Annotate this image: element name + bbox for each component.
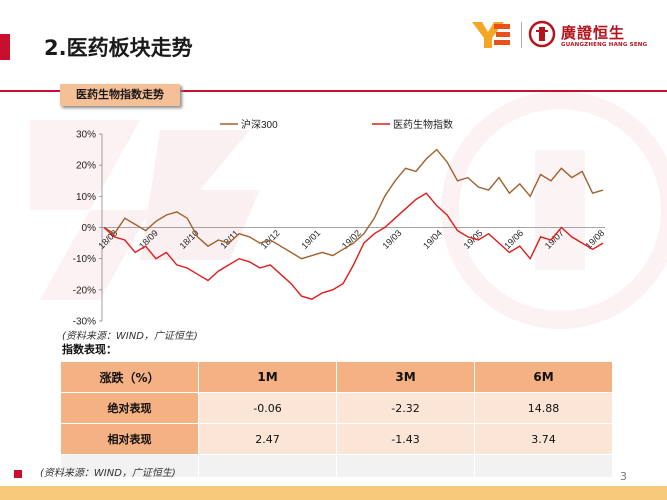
table-cell: -0.06	[198, 392, 337, 424]
performance-table: 涨跌（%） 1M 3M 6M 绝对表现 -0.06 -2.32 14.88 相对…	[60, 361, 613, 478]
table-header-cell: 涨跌（%）	[60, 361, 199, 393]
table-blank-row	[60, 454, 613, 478]
line-chart: 30%20%10%0%-10%-20%-30%18/08 18/09 18/10 18…	[73, 118, 607, 328]
company-logo: 廣證恒生 GUANGZHENG HANG SENG	[472, 20, 667, 56]
table-cell: 14.88	[474, 392, 613, 424]
table-blank-cell	[336, 454, 475, 478]
page-title: 2.医药板块走势	[44, 36, 193, 60]
y-tick-label: 20%	[76, 161, 96, 172]
source-note: (资料来源：WIND，广证恒生)	[62, 331, 198, 342]
table-header-cell: 3M	[336, 361, 475, 393]
page-number: 3	[620, 470, 627, 483]
x-tick-label: 18/10	[178, 228, 201, 251]
title-bar: 2.医药板块走势	[0, 28, 667, 92]
x-tick-label: 19/06	[502, 228, 525, 251]
table-row: 绝对表现 -0.06 -2.32 14.88	[60, 392, 613, 424]
table-row: 相对表现 2.47 -1.43 3.74	[60, 423, 613, 455]
series-line-0	[103, 148, 604, 260]
table-blank-cell	[198, 454, 337, 478]
title-accent	[0, 34, 10, 60]
table-header-row: 涨跌（%） 1M 3M 6M	[60, 361, 613, 393]
seal-logo-icon	[528, 20, 556, 48]
x-tick-label: 18/09	[137, 228, 160, 251]
y-tick-label: -20%	[73, 285, 96, 296]
x-tick-label: 19/02	[340, 228, 363, 251]
x-tick-label: 19/03	[380, 228, 403, 251]
table-cell: 2.47	[198, 423, 337, 455]
legend-label-1: 医药生物指数	[393, 118, 453, 131]
x-tick-label: 19/01	[299, 228, 322, 251]
table-row-label: 相对表现	[60, 423, 199, 455]
y-tick-label: 30%	[76, 130, 96, 141]
ye-logo-icon	[472, 22, 510, 48]
footer-marker	[14, 470, 22, 478]
table-cell: -1.43	[336, 423, 475, 455]
y-tick-label: -30%	[73, 317, 96, 328]
x-tick-label: 18/11	[218, 228, 241, 251]
performance-label: 指数表现：	[62, 343, 117, 356]
y-tick-label: -10%	[73, 254, 96, 265]
logo-english-text: GUANGZHENG HANG SENG	[561, 42, 648, 48]
table-blank-cell	[474, 454, 613, 478]
table-row-label: 绝对表现	[60, 392, 199, 424]
source-note-bottom: (资料来源：WIND，广证恒生)	[40, 468, 176, 479]
section-label: 医药生物指数走势	[60, 84, 180, 106]
logo-divider	[521, 22, 522, 48]
logo-chinese-text: 廣證恒生	[561, 24, 626, 42]
table-header-cell: 6M	[474, 361, 613, 393]
y-tick-label: 0%	[82, 223, 97, 234]
table-blank-cell	[60, 454, 199, 478]
x-tick-label: 19/04	[421, 228, 444, 251]
legend-label-0: 沪深300	[241, 118, 278, 131]
x-tick-label: 19/05	[462, 228, 485, 251]
series-line-1	[103, 192, 604, 300]
footer-bar	[0, 486, 667, 500]
x-tick-label: 19/07	[543, 228, 566, 251]
table-cell: 3.74	[474, 423, 613, 455]
table-header-cell: 1M	[198, 361, 337, 393]
y-tick-label: 10%	[76, 192, 96, 203]
title-underline	[0, 90, 667, 92]
table-cell: -2.32	[336, 392, 475, 424]
